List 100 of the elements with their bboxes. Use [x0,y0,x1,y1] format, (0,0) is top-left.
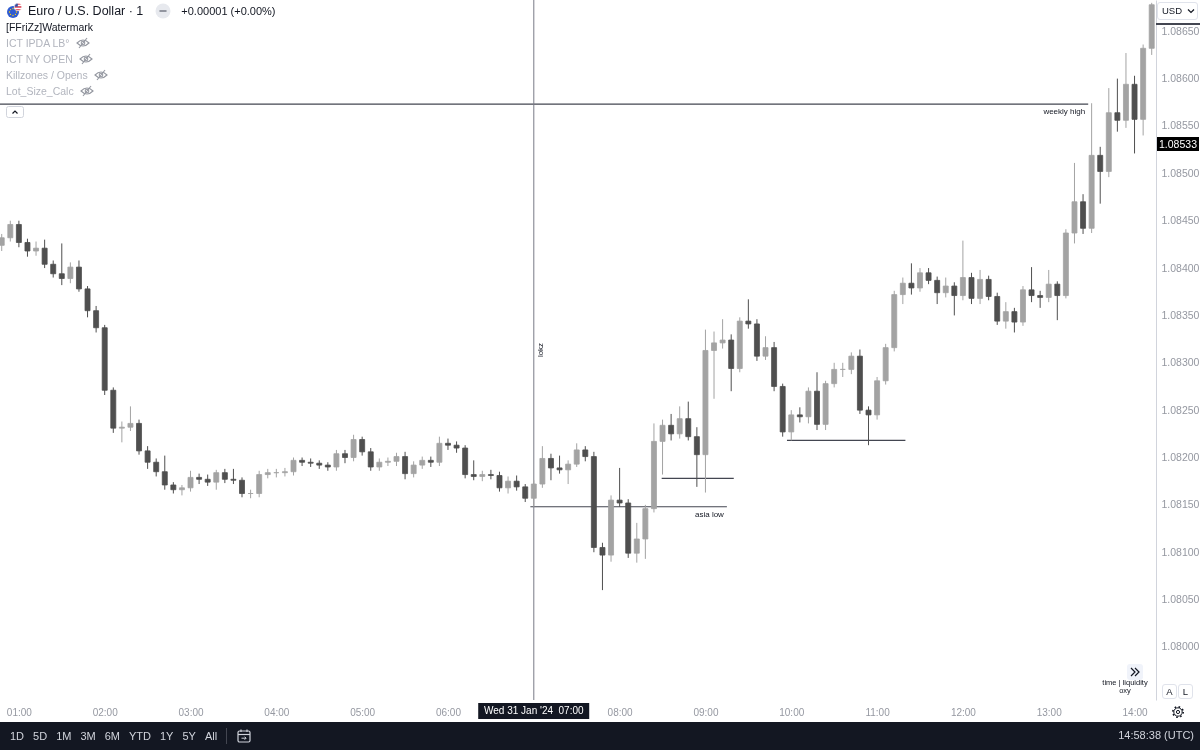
candlestick [58,242,65,286]
chart-title: Euro / U.S. Dollar · 1 [28,3,144,18]
y-tick-label: 1.08050 [1161,593,1200,606]
candlestick [385,457,391,467]
candlestick [350,434,357,462]
annotation: Lot_Size_Calc [6,84,74,97]
candlestick [436,436,443,467]
candlestick [213,469,220,491]
candlestick [1114,78,1121,133]
y-tick-label: 1.08300 [1161,356,1200,369]
y-tick-label: 1.08250 [1161,403,1200,416]
y-tick-label: 1.08400 [1161,261,1200,274]
candlestick [951,281,958,316]
candlestick [788,409,795,441]
candlestick [402,451,408,480]
candlestick [505,475,511,494]
candlestick [1045,269,1052,303]
candlestick [1037,290,1044,309]
candlestick [196,473,202,485]
x-tick-label: 11:00 [865,706,891,718]
candlestick [256,470,263,498]
candlestick [934,276,941,305]
candlestick [633,522,640,564]
candlestick [899,277,906,305]
candlestick [93,305,100,333]
candlestick [573,442,580,468]
x-tick-label: 02:00 [92,706,119,718]
text: L [1178,684,1193,699]
candlestick [719,318,726,350]
y-tick-label: 1.08000 [1161,640,1200,653]
annotation: [FFriZz]Watermark [6,20,94,33]
chart-subtitle: +0.00001 (+0.00%) [181,4,276,17]
candlestick [668,413,675,441]
y-tick-label: 1.08450 [1161,214,1200,227]
candlestick [659,419,666,476]
candlestick [1097,146,1104,205]
x-tick-label: 05:00 [350,706,376,718]
series-label: asia low [694,509,725,519]
y-tick-label: 1.08600 [1161,72,1200,85]
candlestick [1011,307,1018,333]
x-tick-label: 12:00 [950,706,977,718]
candlestick [7,220,14,243]
candlestick [977,269,983,305]
candlestick [599,542,606,591]
candlestick [917,267,923,293]
candlestick [711,331,717,400]
candlestick [144,445,151,470]
y-tick-label: 1.08500 [1161,166,1200,179]
y-tick-label: 1.08100 [1161,545,1200,558]
candlestick [1028,266,1035,303]
candlestick [299,457,305,467]
candlestick [239,476,245,498]
series-label: weekly high [1042,107,1086,117]
candlestick [960,240,966,301]
x-tick-label: 01:00 [6,706,33,718]
candlestick [445,438,451,451]
candlestick [565,459,572,485]
annotation: Killzones / Opens [6,68,88,81]
y-tick-label: 1.08650 [1161,24,1200,37]
annotation: ICT NY OPEN [6,52,73,65]
annotation: ICT IPDA LB° [6,36,70,49]
candlestick [942,277,949,298]
x-tick-label: 13:00 [1036,706,1063,718]
candlestick [685,401,692,441]
candlestick [745,298,752,330]
y-tick-label: 1.08350 [1161,308,1200,321]
text: A [1162,684,1177,699]
candlestick [1054,280,1061,321]
candlestick [127,405,134,432]
x-tick-label: 08:00 [607,706,634,718]
candlestick [76,259,82,293]
text: 1.08533 [1157,137,1199,151]
y-tick-label: 1.08550 [1161,119,1200,132]
candlestick [41,239,48,269]
candlestick [179,484,185,496]
y-tick-label: 1.08200 [1161,451,1200,464]
candlestick [985,275,992,301]
x-tick-label: 06:00 [435,706,462,718]
candlestick [84,285,91,318]
x-tick-label: 03:00 [178,706,204,718]
candlestick [908,262,915,296]
candlestick [67,261,74,284]
x-tick-label: 09:00 [693,706,719,718]
candlestick [496,471,503,493]
y-tick-label: 1.08150 [1161,498,1200,511]
candlestick [831,362,838,388]
candlestick [342,449,348,464]
candlestick [968,272,975,305]
candlestick [33,241,39,257]
candlestick [548,453,554,481]
x-tick-label: 14:00 [1122,706,1148,718]
candlestick [367,447,374,472]
candlestick [470,459,477,481]
x-tick-label: 10:00 [779,706,805,718]
candlestick [333,449,340,472]
ref-line-label: lokz [535,342,545,358]
candlestick [282,467,288,477]
candlestick [848,351,855,375]
candlestick [359,436,366,457]
candlestick [161,455,168,491]
